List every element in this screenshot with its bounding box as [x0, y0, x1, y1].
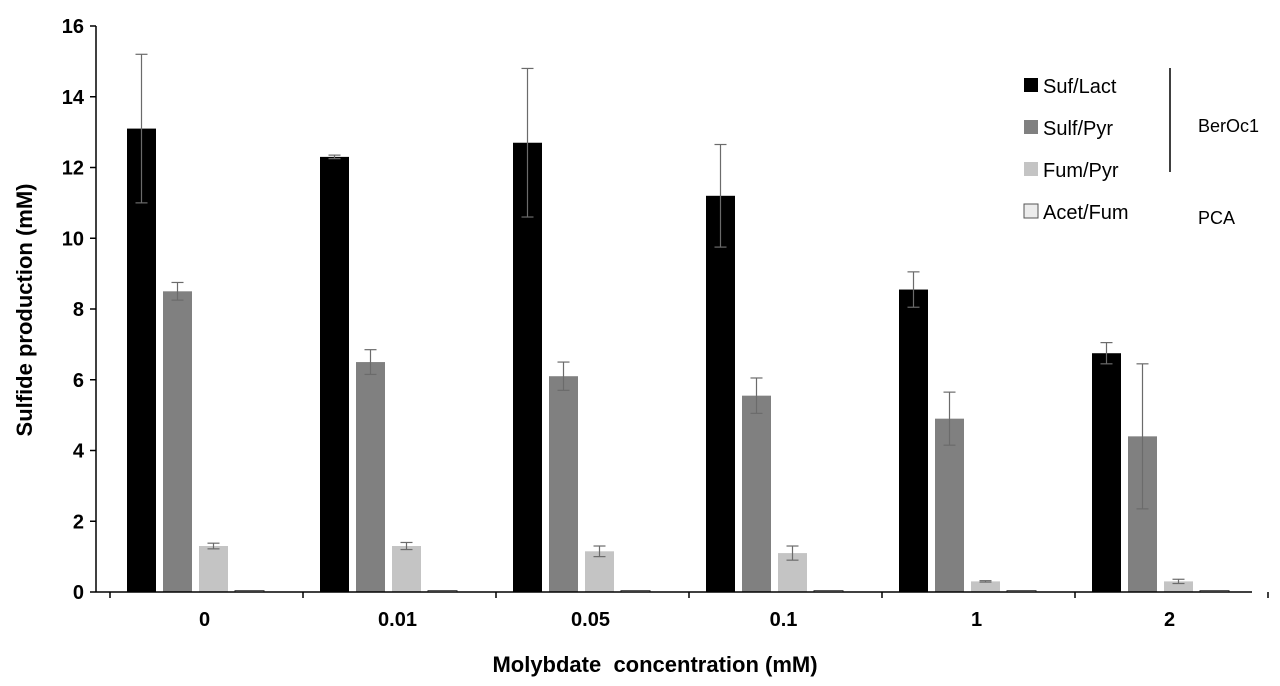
- legend-group-label-pca: PCA: [1198, 208, 1235, 228]
- legend-swatch-acet-fum: [1023, 203, 1039, 219]
- legend-swatch-suf-lact: [1024, 78, 1038, 92]
- legend-label-sulf-pyr: Sulf/Pyr: [1043, 118, 1113, 140]
- x-axis-ticks: 0 0.01 0.05 0.1 1 2: [109, 592, 1269, 631]
- y-tick-label: 6: [73, 370, 84, 392]
- bar-fum-pyr-0-05: [585, 551, 614, 592]
- legend-swatch-sulf-pyr: [1024, 120, 1038, 134]
- bar-fum-pyr-2: [1164, 581, 1193, 592]
- y-tick-label: 12: [62, 158, 84, 180]
- x-tick-label-2: 2: [1164, 609, 1175, 631]
- y-tick-label: 4: [73, 441, 85, 463]
- x-tick-label-0: 0: [199, 609, 210, 631]
- bar-suf-lact-2: [1092, 353, 1121, 592]
- legend-group-label-beroc1: BerOc1: [1198, 116, 1259, 136]
- legend-label-acet-fum: Acet/Fum: [1043, 202, 1129, 224]
- y-tick-label: 14: [62, 87, 85, 109]
- legend-swatch-fum-pyr: [1024, 162, 1038, 176]
- y-tick-label: 0: [73, 582, 84, 604]
- bar-sulf-pyr-1: [935, 418, 964, 592]
- y-tick-label: 2: [73, 511, 84, 533]
- x-tick-label-1: 1: [971, 609, 982, 631]
- y-tick-label: 10: [62, 228, 84, 250]
- bar-fum-pyr-0-01: [392, 546, 421, 592]
- legend: Suf/Lact Sulf/Pyr Fum/Pyr Acet/Fum BerOc1 PCA: [1023, 68, 1259, 228]
- x-tick-label-0-05: 0.05: [571, 609, 610, 631]
- bar-fum-pyr-0: [199, 546, 228, 592]
- bar-fum-pyr-1: [971, 581, 1000, 592]
- bars: [127, 53, 1230, 593]
- bar-sulf-pyr-0-01: [356, 362, 385, 592]
- x-tick-label-0-01: 0.01: [378, 609, 417, 631]
- bar-sulf-pyr-0-05: [549, 376, 578, 592]
- bar-sulf-pyr-0-1: [742, 395, 771, 592]
- x-tick-label-0-1: 0.1: [770, 609, 798, 631]
- legend-label-fum-pyr: Fum/Pyr: [1043, 160, 1119, 182]
- axes: [95, 26, 1252, 593]
- bar-suf-lact-1: [899, 289, 928, 592]
- legend-label-suf-lact: Suf/Lact: [1043, 76, 1117, 98]
- bar-suf-lact-0-01: [320, 156, 349, 592]
- bar-suf-lact-0-1: [706, 195, 735, 593]
- y-tick-label: 8: [73, 299, 84, 321]
- x-axis-title: Molybdate concentration (mM): [492, 652, 817, 677]
- bar-suf-lact-0: [127, 128, 156, 592]
- y-tick-label: 16: [62, 16, 84, 38]
- y-axis-title: Sulfide production (mM): [12, 184, 37, 437]
- bar-sulf-pyr-0: [163, 291, 192, 592]
- y-axis-ticks: 0 2 4 6 8 10 12 14 16: [62, 16, 96, 604]
